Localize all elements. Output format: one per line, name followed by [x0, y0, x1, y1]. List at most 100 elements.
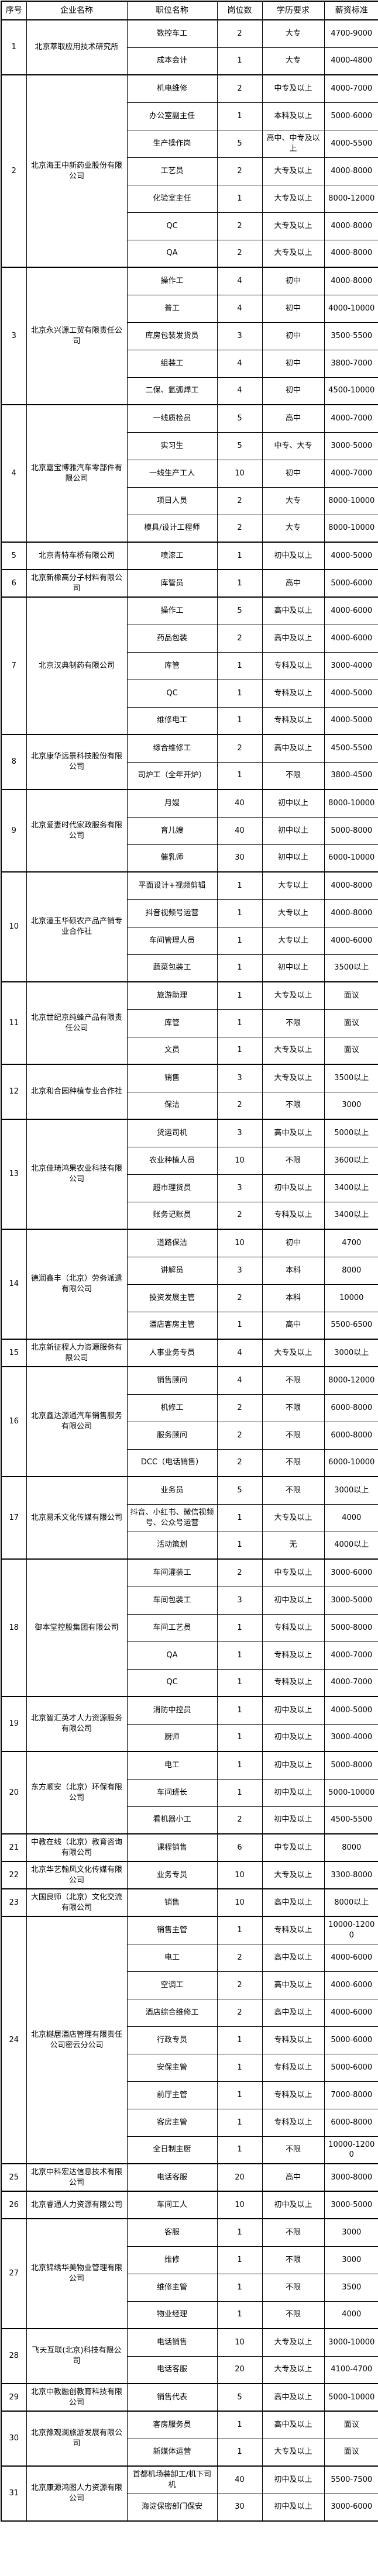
company-name-cell: 北京永兴源工贸有限责任公司: [26, 267, 128, 405]
position-count-cell: 5: [217, 596, 263, 625]
table-row: 17 北京易禾文化传媒有限公司 业务员 5 不限 3000以上: [1, 1476, 378, 1560]
salary-cell: 5000以上: [324, 1119, 378, 1147]
education-requirement-cell: 大专: [262, 19, 325, 48]
salary-cell: 3000-6000: [324, 1558, 378, 1587]
table-row: 普工 4 初中 4000-10000: [1, 294, 378, 323]
table-row: 6 北京新橡高分子材料有限公司 库管员 1 高中 5000-6000: [1, 569, 378, 598]
position-count-cell: 2: [217, 1971, 263, 1999]
position-count-cell: 2: [217, 1394, 263, 1422]
table-row: 27 北京锦绣华美物业管理有限公司 客服 1 不限 3000: [1, 2218, 378, 2329]
position-count-cell: 2: [217, 157, 263, 185]
position-title-cell: 办公室副主任: [126, 102, 218, 130]
position-count-cell: 10: [217, 459, 263, 488]
table-row: 机修工 2 不限 6000-8000: [1, 1394, 378, 1422]
company-name-cell: 北京康源鸿图人力资源有限公司: [26, 2465, 128, 2522]
education-requirement-cell: 专科及以上: [262, 1641, 325, 1670]
position-count-cell: 3: [217, 1586, 263, 1615]
table-row: 工艺员 2 大专及以上 4000-8000: [1, 157, 378, 185]
salary-cell: 4000-6000: [324, 596, 378, 625]
position-count-cell: 1: [217, 2438, 263, 2467]
company-serial-cell: 29: [1, 2383, 27, 2412]
position-count-cell: 1: [217, 899, 263, 927]
salary-cell: 3600以上: [324, 1146, 378, 1175]
position-count-cell: 1: [217, 1613, 263, 1642]
header-company-name: 企业名称: [26, 1, 128, 20]
position-title-cell: 实习生: [126, 432, 218, 460]
position-title-cell: 库管员: [126, 569, 218, 598]
table-row: 抖音、小红书、微信视频号、公众号运营 1 大专及以上 4000: [1, 1503, 378, 1532]
position-title-cell: 操作工: [126, 267, 218, 295]
company-name-cell: 北京萃取应用技术研究所: [26, 19, 128, 75]
education-requirement-cell: 大专及以上: [262, 1503, 325, 1532]
salary-cell: 4000: [324, 2301, 378, 2329]
education-requirement-cell: 初中以上: [262, 816, 325, 845]
job-listing-table: 序号 企业名称 职位名称 岗位数 学历要求 薪资标准 1 北京萃取应用技术研究所数…: [1, 1, 378, 2522]
education-requirement-cell: 高中: [262, 404, 325, 433]
position-title-cell: 销售主管: [126, 1916, 218, 1944]
position-title-cell: 看机器小工: [126, 1806, 218, 1834]
company-serial-cell: 19: [1, 1696, 27, 1752]
table-row: 15 北京新征程人力资源服务有限公司 人事业务专员 4 大专及以上 3000以上: [1, 1339, 378, 1367]
salary-cell: 3000-5000: [324, 432, 378, 460]
position-count-cell: 1: [217, 651, 263, 680]
company-serial-cell: 12: [1, 1064, 27, 1120]
company-name-cell: 东方顺安（北京）环保有限公司: [26, 1751, 128, 1834]
position-count-cell: 1: [217, 1723, 263, 1752]
salary-cell: 5000-8000: [324, 816, 378, 845]
salary-cell: 4000-8000: [324, 871, 378, 900]
education-requirement-cell: 大专及以上: [262, 157, 325, 185]
position-title-cell: 客房服务员: [126, 2411, 218, 2439]
education-requirement-cell: 初中及以上: [262, 542, 325, 570]
position-title-cell: QC: [126, 212, 218, 240]
salary-cell: 3000-4000: [324, 1723, 378, 1752]
education-requirement-cell: 大专及以上: [262, 1339, 325, 1367]
company-name-cell: 北京潼玉华硕农产品产销专业合作社: [26, 871, 128, 982]
table-row: 讲解员 3 本科 8000: [1, 1256, 378, 1285]
position-count-cell: 3: [217, 1174, 263, 1202]
position-title-cell: 综合维修工: [126, 734, 218, 763]
position-count-cell: 20: [217, 2356, 263, 2384]
position-count-cell: 1: [217, 1668, 263, 1697]
position-title-cell: 空调工: [126, 1971, 218, 1999]
salary-cell: 8000-12000: [324, 184, 378, 213]
position-count-cell: 1: [217, 1916, 263, 1944]
position-title-cell: 投资发展主管: [126, 1284, 218, 1312]
position-title-cell: 活动策划: [126, 1531, 218, 1560]
company-serial-cell: 5: [1, 542, 27, 570]
education-requirement-cell: 专科及以上: [262, 1613, 325, 1642]
position-title-cell: 库管: [126, 1009, 218, 1037]
position-title-cell: 操作工: [126, 596, 218, 625]
education-requirement-cell: 大专及以上: [262, 2328, 325, 2357]
education-requirement-cell: 大专以上: [262, 871, 325, 900]
education-requirement-cell: 专科及以上: [262, 2053, 325, 2082]
company-serial-cell: 11: [1, 981, 27, 1065]
salary-cell: 4000-5000: [324, 1696, 378, 1725]
position-count-cell: 2: [217, 1998, 263, 2027]
position-title-cell: 抖音、小红书、微信视频号、公众号运营: [126, 1503, 218, 1532]
salary-cell: 3000-8000: [324, 2163, 378, 2192]
position-title-cell: 生产操作岗: [126, 129, 218, 158]
company-name-cell: 御本堂控股集团有限公司: [26, 1558, 128, 1697]
education-requirement-cell: 高中及以上: [262, 1943, 325, 1972]
company-serial-cell: 8: [1, 734, 27, 790]
salary-cell: 4000以上: [324, 1531, 378, 1560]
position-title-cell: 酒店客房主管: [126, 1311, 218, 1340]
salary-cell: 4000-6000: [324, 1943, 378, 1972]
position-title-cell: 酒店综合维修工: [126, 1998, 218, 2027]
position-count-cell: 2: [217, 1806, 263, 1834]
position-title-cell: 旅游助理: [126, 981, 218, 1010]
position-title-cell: 车间包装工: [126, 1586, 218, 1615]
salary-cell: 4000-5000: [324, 679, 378, 708]
education-requirement-cell: 不限: [262, 2273, 325, 2302]
salary-cell: 面议: [324, 1036, 378, 1065]
table-row: 酒店客房主管 1 高中 5500-6500: [1, 1311, 378, 1340]
salary-cell: 7000-8000: [324, 2081, 378, 2109]
salary-cell: 4000-6000: [324, 1998, 378, 2027]
position-title-cell: 人事业务专员: [126, 1339, 218, 1367]
position-count-cell: 1: [217, 1311, 263, 1340]
position-title-cell: 消防中控员: [126, 1696, 218, 1725]
salary-cell: 4000-7000: [324, 74, 378, 103]
company-serial-cell: 20: [1, 1751, 27, 1834]
company-name-cell: 北京和合园种植专业合作社: [26, 1064, 128, 1120]
position-title-cell: 月嫂: [126, 789, 218, 818]
